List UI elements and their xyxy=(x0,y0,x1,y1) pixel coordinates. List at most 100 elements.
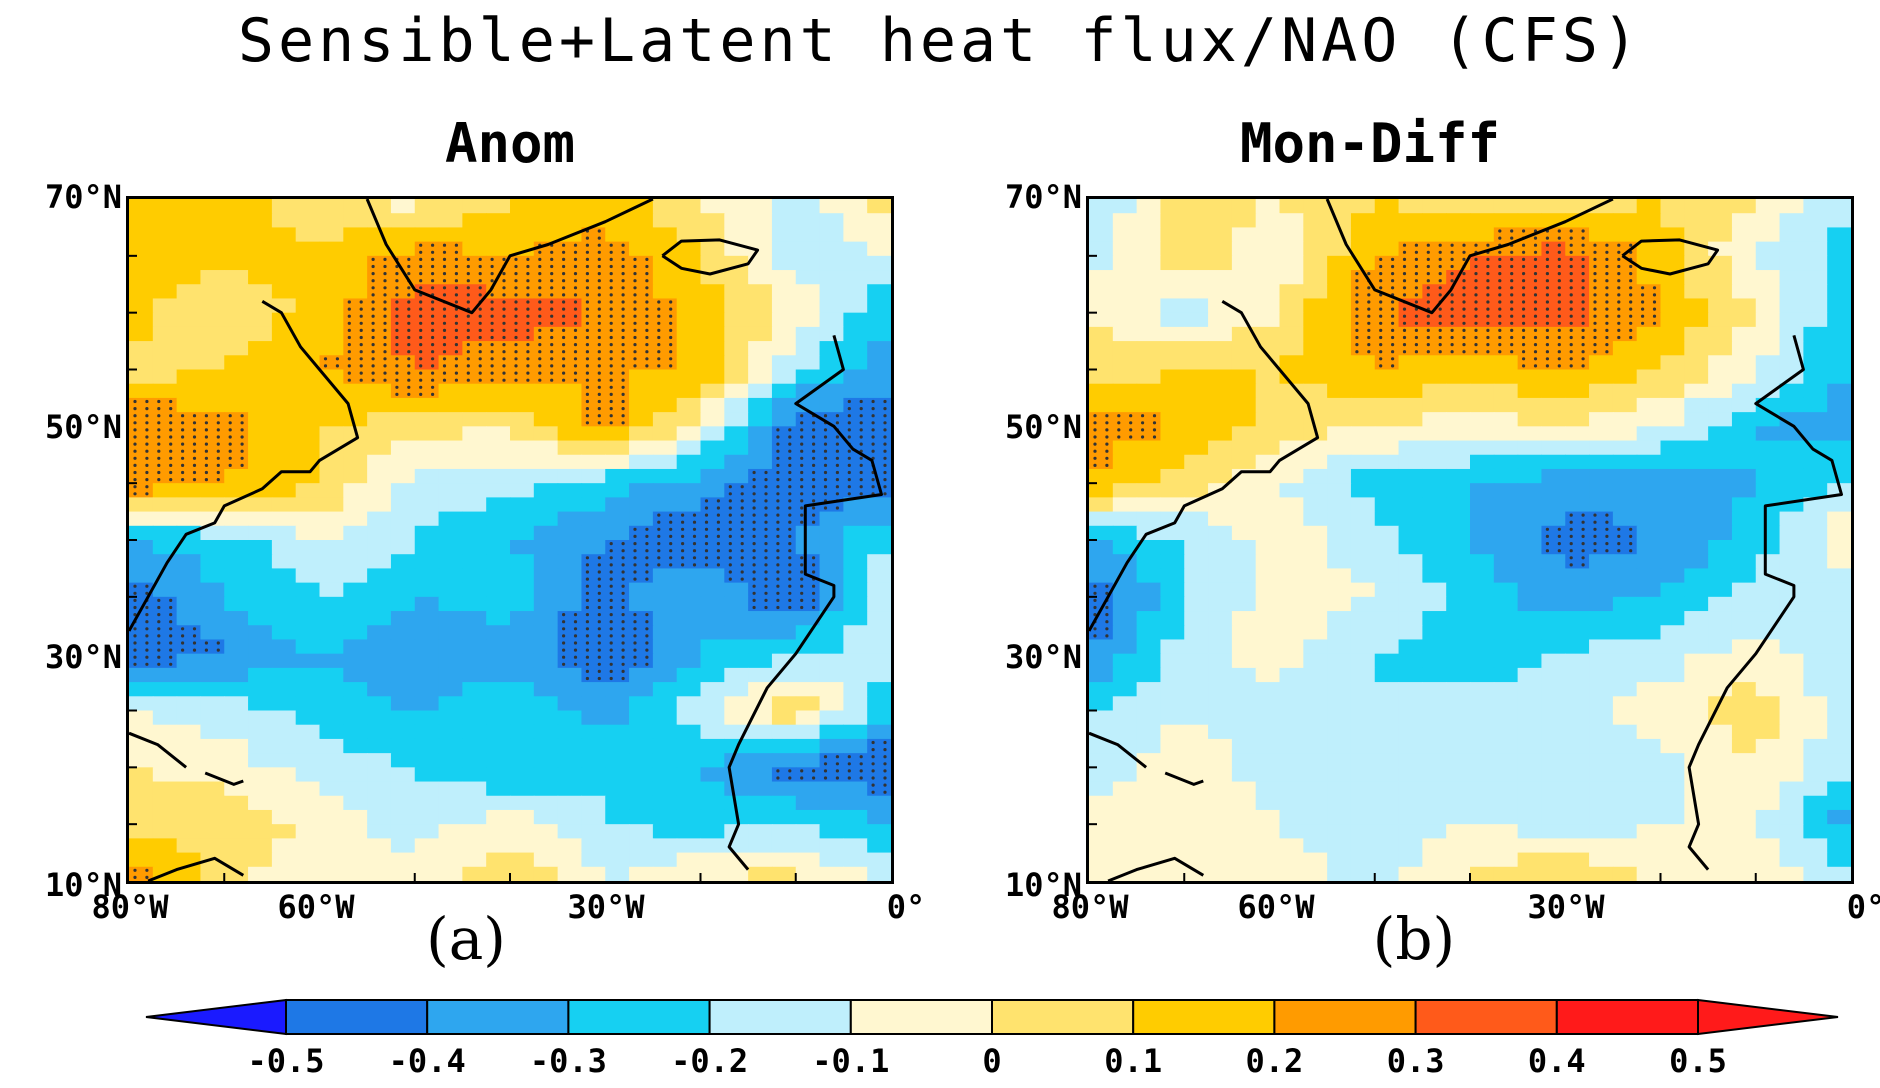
significance-dot xyxy=(585,257,589,261)
heat-cell xyxy=(1731,852,1757,868)
significance-dot xyxy=(740,542,744,546)
heat-cell xyxy=(1755,682,1781,697)
heat-cell xyxy=(1160,312,1185,328)
heat-cell xyxy=(867,511,891,527)
heat-cell xyxy=(462,824,487,839)
significance-dot xyxy=(716,506,721,510)
significance-dot xyxy=(883,428,887,432)
significance-dot xyxy=(621,414,625,418)
heat-cell xyxy=(319,355,344,371)
significance-dot xyxy=(419,279,423,283)
significance-dot xyxy=(145,478,149,482)
heat-cell xyxy=(819,710,844,726)
significance-dot xyxy=(597,556,601,560)
heat-cell xyxy=(581,326,606,342)
heat-cell xyxy=(1827,838,1851,854)
significance-dot xyxy=(1581,556,1585,560)
heat-cell xyxy=(867,326,891,342)
heat-cell xyxy=(343,682,368,697)
significance-dot xyxy=(597,272,601,276)
panel-b-label: (b) xyxy=(1372,905,1456,973)
heat-cell xyxy=(438,667,463,683)
heat-cell xyxy=(771,369,797,385)
heat-cell xyxy=(200,554,225,570)
heat-cell xyxy=(1303,682,1328,697)
heat-cell xyxy=(1303,355,1328,371)
heat-cell xyxy=(771,468,797,484)
significance-dot xyxy=(621,335,625,340)
heat-cell xyxy=(1208,639,1233,655)
significance-dot xyxy=(1105,613,1109,617)
heat-cell xyxy=(224,625,249,641)
significance-dot xyxy=(704,520,709,524)
significance-dot xyxy=(466,335,470,340)
heat-cell xyxy=(367,838,392,854)
significance-dot xyxy=(1641,286,1645,290)
heat-cell xyxy=(533,753,559,768)
significance-dot xyxy=(454,272,458,276)
significance-dot xyxy=(1593,300,1597,304)
heat-cell xyxy=(1446,795,1471,811)
heat-cell xyxy=(1208,369,1233,385)
heat-cell xyxy=(438,753,463,768)
significance-dot xyxy=(883,456,887,460)
significance-dot xyxy=(228,428,232,432)
heat-cell xyxy=(629,753,654,768)
significance-dot xyxy=(669,513,673,517)
heat-cell xyxy=(676,653,702,669)
heat-cell xyxy=(700,781,725,797)
significance-dot xyxy=(597,613,601,617)
heat-cell xyxy=(319,682,344,697)
heat-cell xyxy=(1684,582,1709,598)
heat-cell xyxy=(1731,440,1757,456)
significance-dot xyxy=(169,414,173,418)
heat-cell xyxy=(771,497,797,513)
heat-cell xyxy=(367,639,392,655)
significance-dot xyxy=(514,286,518,290)
heat-cell xyxy=(819,852,844,868)
heat-cell xyxy=(510,440,535,456)
heat-cell xyxy=(1541,412,1566,427)
heat-cell xyxy=(819,639,844,655)
heat-cell xyxy=(843,753,868,768)
heat-cell xyxy=(1517,341,1543,356)
significance-dot xyxy=(538,279,542,283)
significance-dot xyxy=(157,627,161,631)
significance-dot xyxy=(169,641,173,645)
significance-dot xyxy=(1652,300,1657,304)
heat-cell xyxy=(224,213,249,229)
heat-cell xyxy=(1636,312,1662,328)
heat-cell xyxy=(1803,383,1828,399)
significance-dot xyxy=(133,492,137,496)
heat-cell xyxy=(1422,426,1447,442)
heat-cell xyxy=(1731,199,1757,214)
significance-dot xyxy=(657,549,661,553)
heat-cell xyxy=(271,454,297,470)
heat-cell xyxy=(748,781,773,797)
heat-cell xyxy=(1493,625,1519,641)
heat-cell xyxy=(1684,568,1709,584)
significance-dot xyxy=(823,428,828,432)
heat-cell xyxy=(390,312,416,328)
heat-cell xyxy=(1231,625,1257,641)
heat-cell xyxy=(390,682,416,697)
heat-cell xyxy=(1636,298,1662,314)
significance-dot xyxy=(442,335,447,340)
significance-dot xyxy=(585,655,589,659)
heat-cell xyxy=(581,781,606,797)
heat-cell xyxy=(343,284,368,300)
heat-cell xyxy=(1184,369,1209,385)
heat-cell xyxy=(438,596,463,612)
heat-cell xyxy=(224,227,249,243)
heat-cell xyxy=(1803,781,1828,797)
significance-dot xyxy=(883,492,887,496)
heat-cell xyxy=(843,355,868,371)
heat-cell xyxy=(319,369,344,385)
heat-cell xyxy=(676,582,702,598)
heat-cell xyxy=(343,596,368,612)
heat-cell xyxy=(1231,483,1257,498)
heat-cell xyxy=(200,710,225,726)
heat-cell xyxy=(390,781,416,797)
significance-dot xyxy=(657,307,661,311)
significance-dot xyxy=(1093,414,1097,418)
